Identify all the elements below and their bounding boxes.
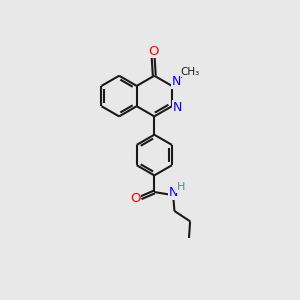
Text: O: O: [148, 45, 158, 58]
Text: N: N: [171, 75, 181, 88]
Text: H: H: [177, 182, 185, 192]
Text: N: N: [172, 101, 182, 114]
Text: N: N: [169, 186, 178, 199]
Text: O: O: [130, 193, 140, 206]
Text: CH₃: CH₃: [181, 67, 200, 76]
